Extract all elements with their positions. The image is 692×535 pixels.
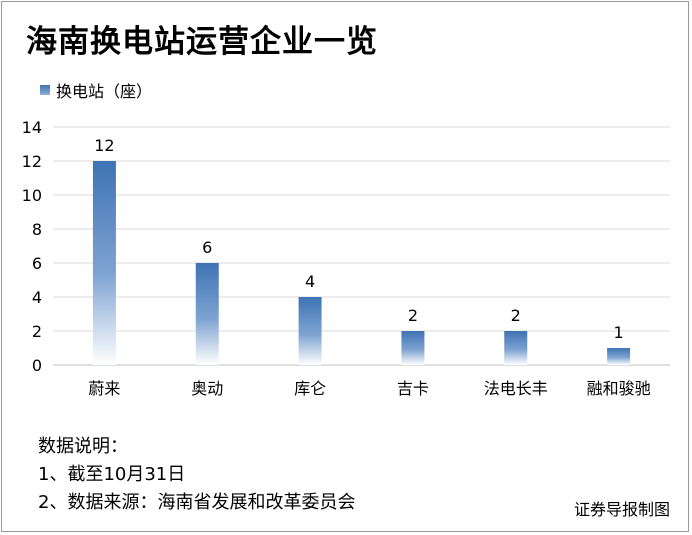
- data-label: 6: [202, 238, 212, 257]
- data-notes: 数据说明： 1、截至10月31日 2、数据来源：海南省发展和改革委员会: [38, 433, 355, 517]
- y-tick-label: 2: [32, 322, 42, 341]
- data-label: 2: [408, 306, 418, 325]
- y-tick-label: 6: [32, 254, 42, 273]
- notes-line-2: 2、数据来源：海南省发展和改革委员会: [38, 492, 356, 513]
- bar: [298, 297, 322, 365]
- chart-title: 海南换电站运营企业一览: [26, 24, 378, 60]
- bar: [607, 348, 631, 365]
- data-label: 12: [94, 136, 114, 155]
- y-tick-label: 0: [32, 356, 42, 375]
- data-label: 1: [613, 323, 623, 342]
- category-label: 法电长丰: [484, 379, 548, 398]
- legend: 换电站（座）: [40, 78, 152, 102]
- y-tick-label: 10: [22, 186, 42, 205]
- y-tick-label: 14: [22, 118, 42, 137]
- legend-label: 换电站（座）: [56, 82, 153, 101]
- bar: [504, 331, 528, 365]
- bar: [401, 331, 425, 365]
- source-credit: 证券导报制图: [573, 500, 670, 519]
- y-tick-label: 4: [32, 288, 42, 307]
- category-label: 融和骏驰: [587, 379, 651, 398]
- category-label: 库仑: [294, 379, 326, 398]
- category-label: 吉卡: [397, 379, 429, 398]
- legend-swatch: [40, 85, 50, 95]
- y-tick-label: 8: [32, 220, 42, 239]
- notes-heading: 数据说明：: [38, 436, 128, 457]
- data-label: 2: [511, 306, 521, 325]
- notes-line-1: 1、截至10月31日: [38, 464, 186, 485]
- bar: [195, 263, 219, 365]
- category-label: 奥动: [191, 379, 223, 398]
- bar: [92, 161, 116, 365]
- y-tick-label: 12: [22, 152, 42, 171]
- category-label: 蔚来: [88, 379, 120, 398]
- data-label: 4: [305, 272, 315, 291]
